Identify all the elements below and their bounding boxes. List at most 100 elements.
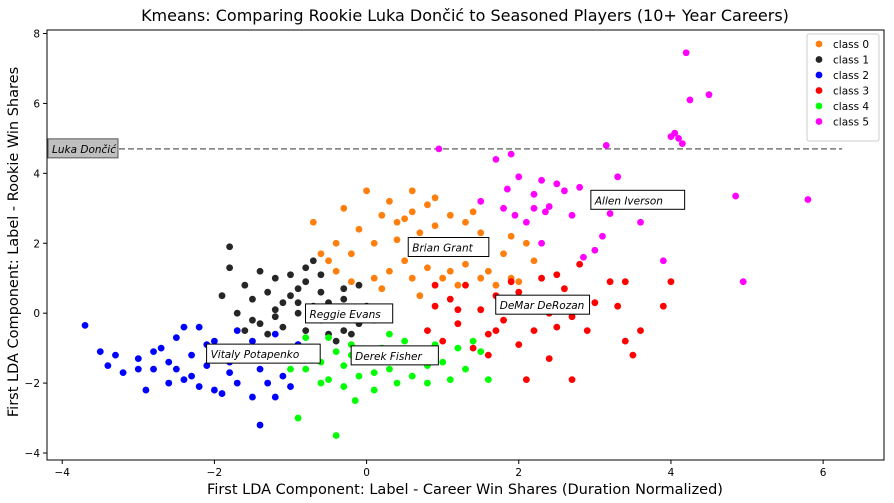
point-class-1-22 bbox=[340, 295, 348, 303]
point-class-4-5 bbox=[332, 348, 340, 356]
point-class-5-29 bbox=[686, 96, 694, 104]
point-class-0-1 bbox=[325, 257, 332, 265]
point-class-1-38 bbox=[256, 320, 264, 328]
point-class-0-8 bbox=[370, 239, 378, 247]
legend-marker-5 bbox=[815, 118, 823, 125]
x-tick-label-3: 2 bbox=[515, 467, 522, 479]
point-class-3-35 bbox=[454, 306, 462, 314]
annotation-box-5 bbox=[350, 345, 439, 366]
point-class-5-22 bbox=[637, 218, 644, 226]
point-class-4-24 bbox=[484, 376, 492, 383]
point-class-4-23 bbox=[477, 348, 485, 356]
annotation-box-1 bbox=[407, 236, 490, 257]
point-class-5-11 bbox=[545, 203, 553, 210]
y-tick-label-5: 6 bbox=[33, 98, 40, 110]
point-class-4-8 bbox=[355, 372, 363, 380]
legend-label-0: class 0 bbox=[833, 39, 869, 51]
chart-title: Kmeans: Comparing Rookie Luka Dončić to … bbox=[141, 6, 789, 25]
reference-label: Luka Dončić bbox=[52, 144, 117, 156]
point-class-5-36 bbox=[538, 239, 545, 247]
point-class-3-19 bbox=[568, 313, 576, 321]
point-class-3-1 bbox=[431, 302, 439, 310]
point-class-3-33 bbox=[667, 278, 675, 286]
point-class-2-37 bbox=[218, 390, 226, 397]
point-class-1-8 bbox=[279, 323, 287, 331]
point-class-1-11 bbox=[294, 309, 302, 317]
legend-label-2: class 2 bbox=[833, 70, 869, 82]
point-class-0-13 bbox=[401, 215, 409, 223]
point-class-5-1 bbox=[477, 197, 485, 205]
point-class-2-20 bbox=[233, 327, 241, 335]
point-class-4-22 bbox=[462, 365, 469, 373]
point-class-3-18 bbox=[561, 285, 568, 293]
point-class-0-43 bbox=[416, 292, 424, 300]
point-class-4-29 bbox=[302, 334, 310, 342]
point-class-1-13 bbox=[302, 264, 310, 272]
point-class-2-16 bbox=[211, 337, 218, 345]
point-class-3-36 bbox=[553, 271, 561, 279]
point-class-4-27 bbox=[351, 397, 359, 404]
point-class-0-35 bbox=[500, 250, 507, 258]
point-class-2-11 bbox=[180, 376, 188, 383]
point-class-2-2 bbox=[104, 362, 112, 370]
point-class-3-23 bbox=[606, 278, 614, 286]
point-class-2-15 bbox=[203, 362, 211, 370]
point-class-2-14 bbox=[195, 383, 203, 390]
point-class-0-39 bbox=[530, 257, 538, 265]
point-class-2-13 bbox=[195, 323, 203, 331]
point-class-0-20 bbox=[431, 222, 439, 230]
point-class-3-6 bbox=[469, 344, 477, 352]
point-class-4-37 bbox=[424, 379, 431, 387]
point-class-2-38 bbox=[271, 393, 279, 401]
point-class-2-28 bbox=[271, 330, 279, 338]
point-class-3-32 bbox=[621, 278, 629, 286]
point-class-4-38 bbox=[325, 334, 332, 342]
point-class-3-30 bbox=[545, 355, 553, 363]
y-tick-label-3: 2 bbox=[33, 238, 40, 250]
point-class-2-35 bbox=[134, 365, 142, 373]
point-class-2-12 bbox=[188, 351, 195, 359]
point-class-1-1 bbox=[226, 264, 234, 272]
point-class-0-3 bbox=[340, 204, 348, 212]
point-class-2-32 bbox=[256, 421, 264, 429]
point-class-4-25 bbox=[294, 414, 302, 422]
point-class-3-20 bbox=[576, 260, 584, 268]
x-tick-label-5: 6 bbox=[820, 467, 827, 479]
point-class-3-31 bbox=[484, 351, 492, 359]
point-class-1-42 bbox=[241, 327, 249, 335]
point-class-3-28 bbox=[522, 376, 530, 383]
point-class-4-35 bbox=[340, 383, 348, 390]
annotation-label-0: Allen Iverson bbox=[594, 195, 663, 207]
point-class-1-23 bbox=[340, 327, 348, 335]
point-class-3-4 bbox=[454, 320, 462, 328]
x-tick-label-4: 4 bbox=[668, 467, 675, 479]
point-class-4-34 bbox=[469, 337, 477, 345]
point-class-4-6 bbox=[340, 362, 348, 370]
point-class-5-23 bbox=[659, 257, 667, 265]
point-class-2-4 bbox=[119, 369, 127, 377]
point-class-4-32 bbox=[386, 330, 393, 338]
point-class-1-29 bbox=[249, 316, 256, 324]
point-class-1-18 bbox=[317, 288, 325, 296]
point-class-5-3 bbox=[500, 204, 507, 212]
point-class-0-29 bbox=[462, 260, 469, 268]
point-class-0-2 bbox=[332, 239, 340, 247]
point-class-0-36 bbox=[507, 232, 515, 240]
point-class-0-11 bbox=[386, 197, 393, 205]
point-class-5-9 bbox=[538, 176, 545, 184]
plot-frame bbox=[46, 29, 885, 461]
point-class-3-34 bbox=[515, 288, 523, 296]
point-class-5-17 bbox=[591, 246, 599, 254]
point-class-3-7 bbox=[477, 306, 485, 314]
legend-marker-4 bbox=[815, 102, 823, 110]
point-class-1-36 bbox=[347, 330, 355, 338]
point-class-5-30 bbox=[705, 91, 713, 99]
x-tick-label-0: −4 bbox=[54, 467, 70, 479]
point-class-0-19 bbox=[424, 264, 431, 272]
point-class-3-22 bbox=[591, 299, 599, 307]
point-class-1-31 bbox=[218, 292, 226, 300]
point-class-0-40 bbox=[347, 278, 355, 286]
legend-box bbox=[806, 33, 880, 142]
legend-marker-3 bbox=[815, 87, 823, 94]
